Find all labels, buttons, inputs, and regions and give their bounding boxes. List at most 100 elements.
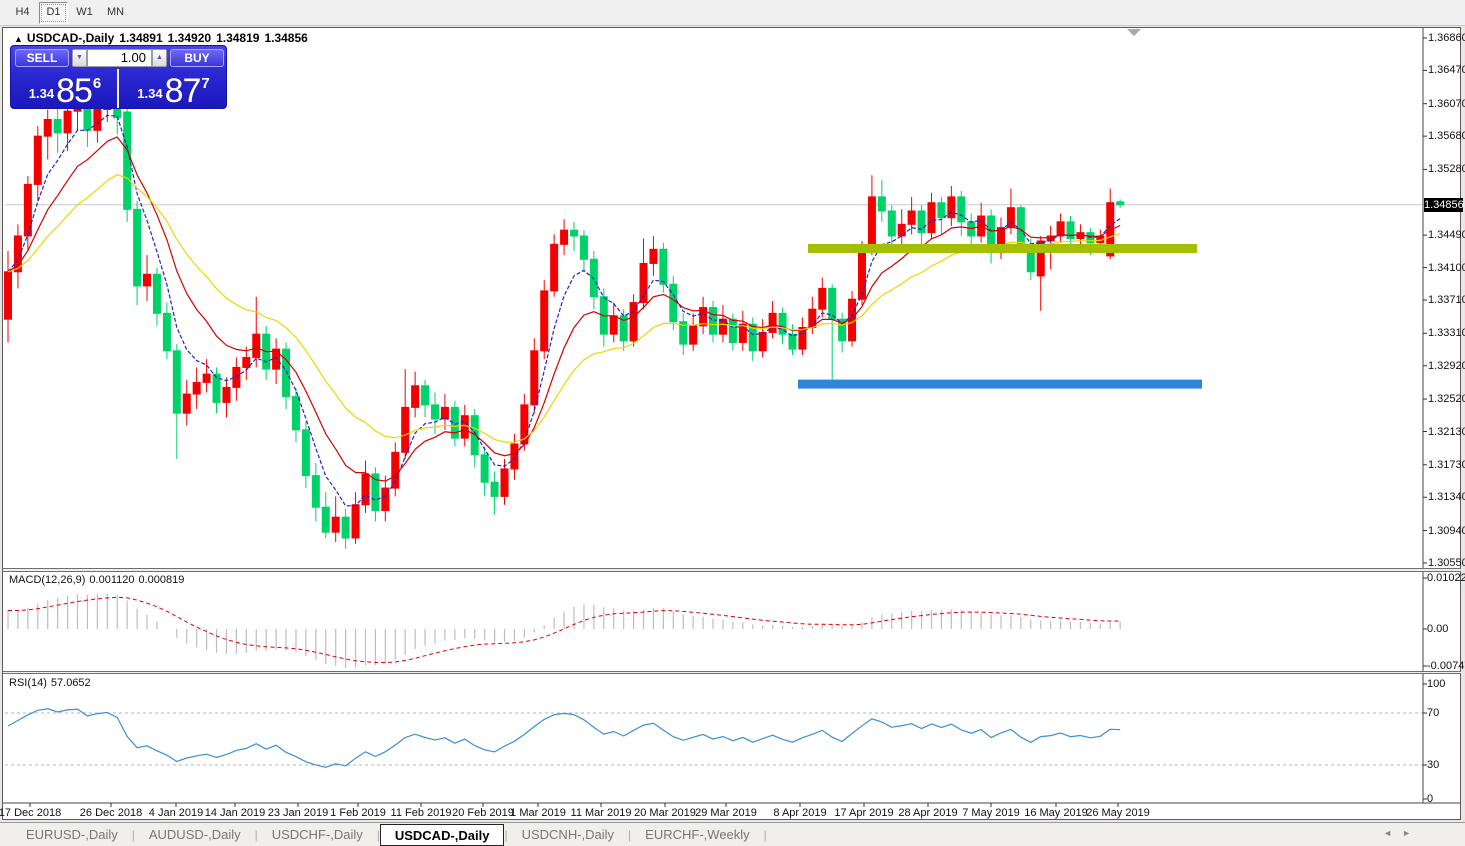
macd-pane bbox=[7, 593, 1121, 669]
tab-separator: | bbox=[504, 827, 508, 842]
candle-down bbox=[311, 475, 320, 508]
rsi-pane-splitter[interactable] bbox=[3, 671, 1461, 674]
ask-pipette: 7 bbox=[201, 75, 210, 92]
bid-price-display[interactable]: 1.34 85 6 bbox=[13, 69, 119, 108]
ohlc-close: 1.34856 bbox=[264, 31, 308, 45]
timeframe-button-mn[interactable]: MN bbox=[106, 5, 125, 18]
rsi-scale-label: 70 bbox=[1427, 707, 1440, 719]
candle-up bbox=[222, 386, 231, 403]
rsi-scale-label: 30 bbox=[1427, 759, 1440, 771]
chart-tab-usdchfdaily[interactable]: USDCHF-,Daily bbox=[271, 826, 363, 842]
candle-up bbox=[331, 516, 340, 533]
ask-pips: 87 bbox=[164, 72, 202, 110]
date-axis-label: 23 Jan 2019 bbox=[267, 807, 329, 819]
ask-prefix: 1.34 bbox=[137, 86, 163, 101]
candle-up bbox=[63, 110, 72, 134]
volume-input[interactable]: 1.00 bbox=[87, 49, 152, 67]
date-axis-label: 1 Feb 2019 bbox=[330, 807, 386, 819]
chart-ohlc-title: ▲ USDCAD-,Daily 1.34891 1.34920 1.34819 1.348… bbox=[14, 31, 308, 45]
macd-indicator-label: MACD(12,26,9) 0.001120 0.000819 bbox=[9, 574, 188, 586]
chart-tab-eurusddaily[interactable]: EURUSD-,Daily bbox=[26, 826, 118, 842]
candle-up bbox=[639, 262, 648, 304]
date-axis-label: 20 Mar 2019 bbox=[634, 807, 696, 819]
candle-down bbox=[887, 210, 896, 237]
tab-scroll-right-icon[interactable]: ► bbox=[1402, 828, 1421, 838]
candle-down bbox=[152, 273, 161, 314]
candle-up bbox=[182, 393, 191, 414]
candle-down bbox=[1016, 207, 1025, 245]
timeframe-toolbar: H4 D1 W1 MN bbox=[0, 0, 1465, 26]
ask-price-display[interactable]: 1.34 87 7 bbox=[121, 69, 226, 108]
support-line[interactable] bbox=[798, 379, 1202, 389]
candle-down bbox=[301, 429, 310, 477]
chart-tab-usdcaddaily[interactable]: USDCAD-,Daily bbox=[379, 823, 505, 846]
date-axis-label: 29 Mar 2019 bbox=[695, 807, 757, 819]
macd-pane-splitter[interactable] bbox=[3, 568, 1461, 572]
resistance-line[interactable] bbox=[808, 243, 1197, 253]
tab-separator: | bbox=[763, 827, 767, 842]
timeframe-button-h4[interactable]: H4 bbox=[15, 5, 30, 18]
price-axis-label: 1.36470 bbox=[1428, 64, 1465, 77]
date-axis-label: 16 May 2019 bbox=[1024, 807, 1088, 819]
sell-button[interactable]: SELL bbox=[15, 49, 69, 67]
candle-down bbox=[341, 516, 350, 539]
candle-down bbox=[282, 348, 291, 398]
candle-up bbox=[401, 406, 410, 453]
tab-scroll-left-icon[interactable]: ◄ bbox=[1383, 828, 1403, 838]
buy-button[interactable]: BUY bbox=[170, 49, 224, 67]
current-price-label: 1.34856 bbox=[1424, 197, 1464, 212]
chart-shift-marker-icon[interactable] bbox=[1127, 29, 1141, 36]
date-axis-label: 17 Apr 2019 bbox=[834, 807, 894, 819]
candle-down bbox=[788, 333, 797, 350]
date-axis-label: 17 Dec 2018 bbox=[0, 807, 62, 819]
price-axis-label: 1.34100 bbox=[1428, 261, 1465, 274]
price-axis-label: 1.31340 bbox=[1428, 491, 1465, 504]
candle-down bbox=[421, 385, 430, 406]
candle-up bbox=[857, 250, 866, 300]
candle-up bbox=[143, 273, 152, 287]
candle-down bbox=[957, 196, 966, 223]
tab-scroll-arrows[interactable]: ◄► bbox=[1383, 828, 1421, 838]
candle-up bbox=[460, 415, 469, 439]
candle-down bbox=[212, 373, 221, 403]
candle-up bbox=[411, 385, 420, 408]
candle-down bbox=[937, 202, 946, 219]
rsi-scale-label: 0 bbox=[1427, 793, 1434, 805]
price-axis-label: 1.36070 bbox=[1428, 97, 1465, 110]
candle-up bbox=[768, 312, 777, 333]
candle-down bbox=[480, 454, 489, 483]
price-axis-label: 1.35680 bbox=[1428, 130, 1465, 143]
candle-up bbox=[718, 318, 727, 335]
timeframe-button-d1[interactable]: D1 bbox=[39, 1, 68, 24]
candle-up bbox=[252, 333, 261, 358]
candle-up bbox=[23, 183, 32, 237]
candle-up bbox=[540, 290, 549, 352]
bid-prefix: 1.34 bbox=[28, 86, 55, 101]
candle-down bbox=[838, 318, 847, 342]
volume-increase-button[interactable]: ▲ bbox=[152, 49, 167, 67]
volume-decrease-button[interactable]: ▼ bbox=[72, 49, 87, 67]
candle-up bbox=[242, 356, 251, 368]
date-axis-label: 26 May 2019 bbox=[1086, 807, 1150, 819]
candle-up bbox=[361, 473, 370, 506]
chart-tab-eurchfweekly[interactable]: EURCHF-,Weekly bbox=[645, 826, 750, 842]
candle-up bbox=[500, 468, 509, 497]
candle-up bbox=[272, 348, 281, 370]
candle-up bbox=[440, 406, 449, 420]
price-axis-label: 1.32130 bbox=[1428, 425, 1465, 438]
timeframe-button-w1[interactable]: W1 bbox=[76, 5, 93, 18]
candle-up bbox=[818, 287, 827, 310]
chart-tab-usdcnhdaily[interactable]: USDCNH-,Daily bbox=[521, 826, 615, 842]
candle-up bbox=[798, 327, 807, 350]
chart-expand-icon[interactable]: ▲ bbox=[14, 34, 23, 44]
date-axis-label: 14 Jan 2019 bbox=[204, 807, 266, 819]
candle-down bbox=[778, 312, 787, 335]
candle-up bbox=[232, 366, 241, 388]
chart-tab-audusddaily[interactable]: AUDUSD-,Daily bbox=[148, 826, 241, 842]
tab-separator: | bbox=[254, 827, 258, 842]
candle-up bbox=[897, 223, 906, 237]
ma-line-mid-ma bbox=[7, 136, 1121, 482]
macd-scale-label: 0.00 bbox=[1427, 623, 1449, 635]
candlestick-series bbox=[4, 92, 1125, 549]
